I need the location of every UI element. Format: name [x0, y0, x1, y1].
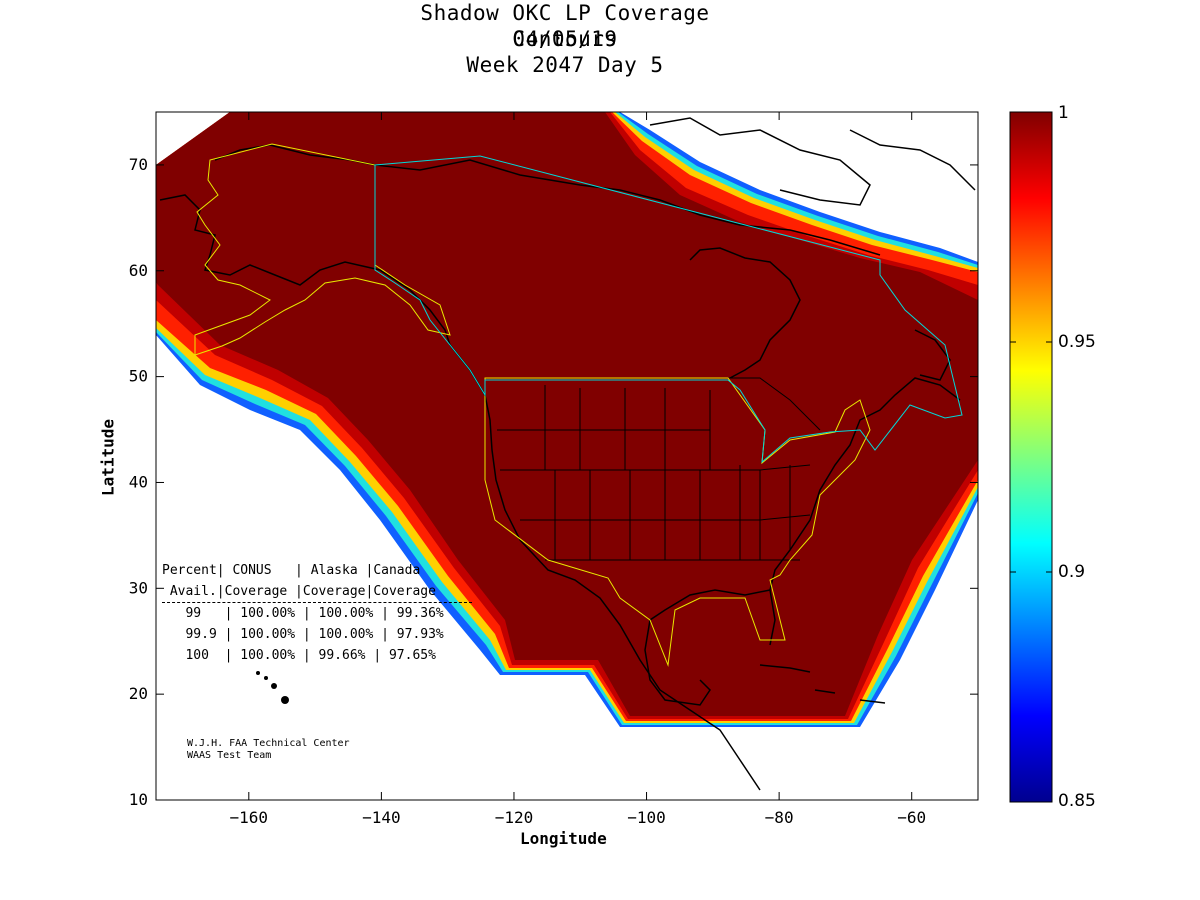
colorbar-tick-label: 1	[1058, 103, 1069, 123]
y-tick-label: 10	[129, 790, 148, 809]
y-axis-ticks: 10 20 30 40 50 60 70	[129, 155, 978, 809]
x-tick-label: −80	[765, 808, 794, 827]
x-axis-ticks: −160 −140 −120 −100 −80 −60	[230, 112, 926, 827]
hawaii-islands	[256, 671, 289, 704]
plot-frame	[155, 111, 979, 801]
x-tick-label: −160	[230, 808, 269, 827]
chart-title-week-day: Week 2047 Day 5	[466, 53, 664, 77]
y-tick-label: 70	[129, 155, 148, 174]
y-tick-label: 40	[129, 472, 148, 491]
chart-title-date: 04/05/19	[512, 27, 618, 51]
colorbar-tick-label: 0.9	[1058, 562, 1086, 582]
colorbar-tick-label: 0.85	[1058, 791, 1096, 811]
y-tick-label: 20	[129, 684, 148, 703]
coverage-table-header: Percent| CONUS | Alaska |Canada	[162, 563, 421, 578]
colorbar-tick-marks	[1010, 341, 1052, 573]
x-tick-label: −60	[897, 808, 926, 827]
coverage-table-row: 99.9 | 100.00% | 100.00% | 97.93%	[162, 627, 444, 642]
x-tick-label: −140	[362, 808, 401, 827]
colorbar	[1009, 111, 1053, 803]
coverage-table: Percent| CONUS | Alaska |Canada Avail.|C…	[162, 560, 472, 666]
y-tick-label: 60	[129, 261, 148, 280]
x-tick-label: −120	[495, 808, 534, 827]
x-axis-label: Longitude	[520, 829, 607, 848]
coastlines	[159, 117, 976, 791]
credit-line-1: W.J.H. FAA Technical Center	[187, 738, 350, 749]
conus-service-volume	[484, 377, 871, 667]
canada-service-volume	[374, 155, 963, 464]
colorbar-tick-label: 0.95	[1058, 332, 1096, 352]
y-axis-label: Latitude	[98, 418, 118, 497]
alaska-service-volume	[194, 143, 451, 356]
x-tick-label: −100	[627, 808, 666, 827]
us-state-boundaries	[490, 377, 821, 561]
coverage-region-full	[156, 112, 978, 716]
coverage-table-subheader: Avail.|Coverage |Coverage|Coverage	[162, 581, 472, 603]
y-tick-label: 50	[129, 367, 148, 386]
y-tick-label: 30	[129, 578, 148, 597]
coverage-table-row: 99 | 100.00% | 100.00% | 99.36%	[162, 606, 444, 621]
credit-text: W.J.H. FAA Technical Center WAAS Test Tea…	[187, 738, 350, 762]
coverage-table-row: 100 | 100.00% | 99.66% | 97.65%	[162, 648, 436, 663]
credit-line-2: WAAS Test Team	[187, 750, 272, 761]
chart-title-line-1: Shadow OKC LP Coverage Contours	[420, 1, 710, 51]
